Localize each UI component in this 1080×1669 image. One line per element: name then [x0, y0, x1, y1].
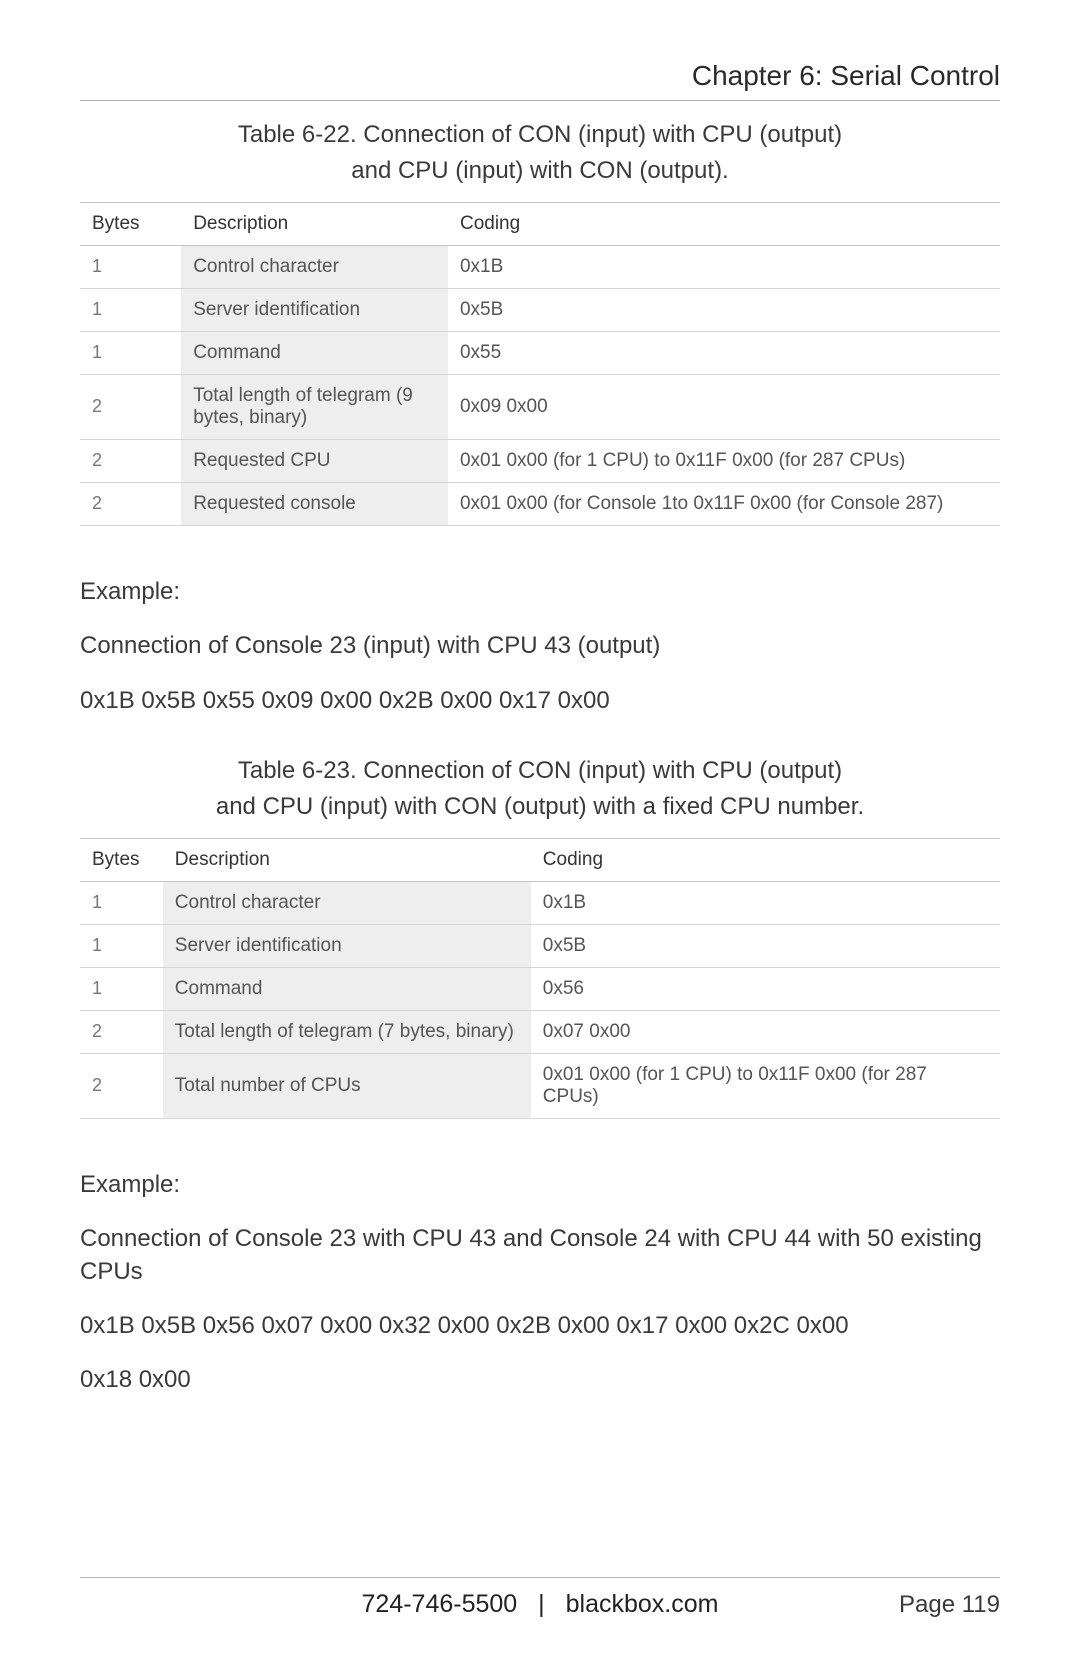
cell-coding: 0x1B	[531, 881, 1000, 924]
cell-description: Control character	[163, 881, 531, 924]
footer-phone: 724-746-5500	[362, 1590, 518, 1618]
cell-coding: 0x01 0x00 (for 1 CPU) to 0x11F 0x00 (for…	[531, 1053, 1000, 1118]
table-row: 1Server identification0x5B	[80, 288, 1000, 331]
example1-hex: 0x1B 0x5B 0x55 0x09 0x00 0x2B 0x00 0x17 …	[80, 685, 1000, 717]
cell-coding: 0x09 0x00	[448, 374, 1000, 439]
cell-bytes: 1	[80, 924, 163, 967]
footer-row: 724-746-5500 | blackbox.com Page 119	[80, 1590, 1000, 1619]
cell-bytes: 1	[80, 331, 181, 374]
footer-center: 724-746-5500 | blackbox.com	[240, 1590, 840, 1619]
cell-description: Requested console	[181, 482, 448, 525]
cell-coding: 0x01 0x00 (for 1 CPU) to 0x11F 0x00 (for…	[448, 439, 1000, 482]
example2-description: Connection of Console 23 with CPU 43 and…	[80, 1223, 1000, 1288]
cell-description: Total length of telegram (9 bytes, binar…	[181, 374, 448, 439]
cell-bytes: 2	[80, 482, 181, 525]
footer-page-number: Page 119	[840, 1591, 1000, 1619]
cell-bytes: 1	[80, 288, 181, 331]
page-footer: 724-746-5500 | blackbox.com Page 119	[80, 1577, 1000, 1619]
table2-caption-line2: and CPU (input) with CON (output) with a…	[80, 791, 1000, 823]
cell-bytes: 2	[80, 439, 181, 482]
footer-separator: |	[538, 1590, 545, 1618]
cell-coding: 0x56	[531, 967, 1000, 1010]
cell-coding: 0x07 0x00	[531, 1010, 1000, 1053]
table-row: 1Control character0x1B	[80, 881, 1000, 924]
cell-description: Command	[181, 331, 448, 374]
col-header-bytes: Bytes	[80, 202, 181, 245]
cell-description: Server identification	[163, 924, 531, 967]
table-row: 1Server identification0x5B	[80, 924, 1000, 967]
cell-description: Control character	[181, 245, 448, 288]
example1-description: Connection of Console 23 (input) with CP…	[80, 630, 1000, 662]
col-header-bytes: Bytes	[80, 838, 163, 881]
table-row: 1Control character0x1B	[80, 245, 1000, 288]
cell-coding: 0x5B	[531, 924, 1000, 967]
table1-caption-line1: Table 6-22. Connection of CON (input) wi…	[80, 119, 1000, 151]
cell-bytes: 1	[80, 881, 163, 924]
cell-bytes: 1	[80, 245, 181, 288]
chapter-title: Chapter 6: Serial Control	[80, 60, 1000, 92]
page: Chapter 6: Serial Control Table 6-22. Co…	[0, 0, 1080, 1669]
example2-hex-line2: 0x18 0x00	[80, 1364, 1000, 1396]
example1-label: Example:	[80, 576, 1000, 608]
table-row: 2Total number of CPUs0x01 0x00 (for 1 CP…	[80, 1053, 1000, 1118]
table-row: 2Requested CPU0x01 0x00 (for 1 CPU) to 0…	[80, 439, 1000, 482]
cell-coding: 0x5B	[448, 288, 1000, 331]
cell-description: Requested CPU	[181, 439, 448, 482]
cell-description: Command	[163, 967, 531, 1010]
cell-description: Total length of telegram (7 bytes, binar…	[163, 1010, 531, 1053]
cell-coding: 0x01 0x00 (for Console 1to 0x11F 0x00 (f…	[448, 482, 1000, 525]
table-header-row: Bytes Description Coding	[80, 202, 1000, 245]
table2-caption-line1: Table 6-23. Connection of CON (input) wi…	[80, 755, 1000, 787]
table-row: 1Command0x56	[80, 967, 1000, 1010]
header-rule	[80, 100, 1000, 101]
table-row: 2Total length of telegram (9 bytes, bina…	[80, 374, 1000, 439]
cell-bytes: 2	[80, 1010, 163, 1053]
table-row: 2Requested console0x01 0x00 (for Console…	[80, 482, 1000, 525]
table1-caption-line2: and CPU (input) with CON (output).	[80, 155, 1000, 187]
col-header-description: Description	[163, 838, 531, 881]
footer-rule	[80, 1577, 1000, 1578]
table-6-22: Bytes Description Coding 1Control charac…	[80, 202, 1000, 526]
cell-bytes: 2	[80, 1053, 163, 1118]
table-header-row: Bytes Description Coding	[80, 838, 1000, 881]
cell-coding: 0x55	[448, 331, 1000, 374]
footer-site: blackbox.com	[566, 1590, 719, 1618]
col-header-coding: Coding	[531, 838, 1000, 881]
table-row: 2Total length of telegram (7 bytes, bina…	[80, 1010, 1000, 1053]
col-header-description: Description	[181, 202, 448, 245]
col-header-coding: Coding	[448, 202, 1000, 245]
example2-label: Example:	[80, 1169, 1000, 1201]
cell-coding: 0x1B	[448, 245, 1000, 288]
table-6-23: Bytes Description Coding 1Control charac…	[80, 838, 1000, 1119]
cell-description: Total number of CPUs	[163, 1053, 531, 1118]
cell-description: Server identification	[181, 288, 448, 331]
example2-hex-line1: 0x1B 0x5B 0x56 0x07 0x00 0x32 0x00 0x2B …	[80, 1310, 1000, 1342]
table-row: 1Command0x55	[80, 331, 1000, 374]
cell-bytes: 1	[80, 967, 163, 1010]
cell-bytes: 2	[80, 374, 181, 439]
